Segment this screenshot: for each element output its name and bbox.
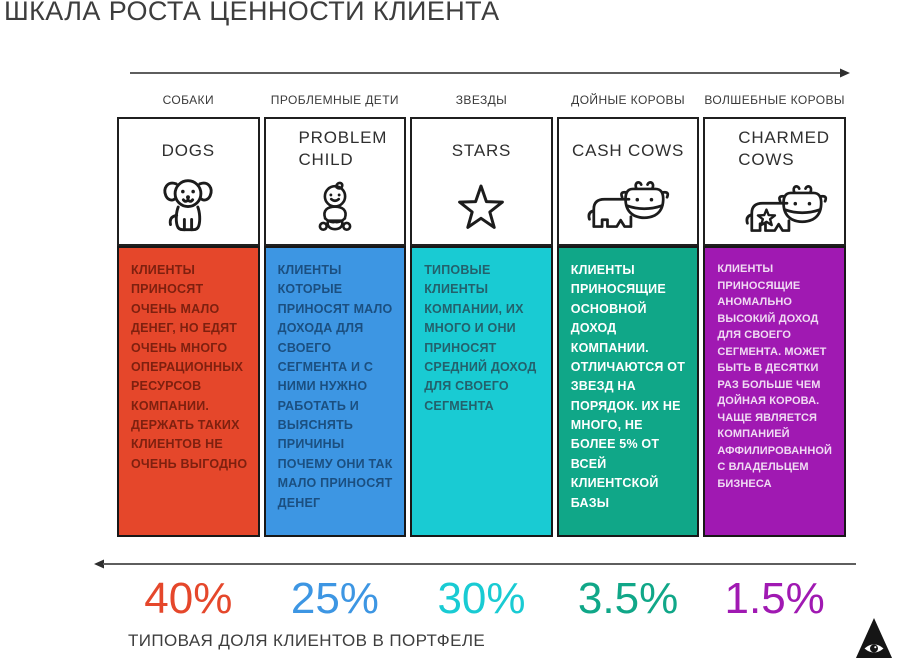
share-percent: 25% <box>290 574 379 623</box>
segment-column-cash-cows: ДОЙНЫЕ КОРОВЫ CASH COWS КЛИЕНТЫ ПРИНОСЯЩ… <box>556 93 700 537</box>
segment-en-title: STARS <box>451 141 512 160</box>
segment-en-title: CASH COWS <box>572 141 685 160</box>
segment-ru-label: ЗВЕЗДЫ <box>455 93 508 107</box>
value-growth-arrow-right <box>130 66 850 84</box>
segment-ru-label: ВОЛШЕБНЫЕ КОРОВЫ <box>704 93 845 107</box>
segment-description: КЛИЕНТЫ ПРИНОСЯЩИЕ АНОМАЛЬНО ВЫСОКИЙ ДОХ… <box>703 246 846 537</box>
segment-header-card: DOGS <box>117 117 260 246</box>
segment-description: ТИПОВЫЕ КЛИЕНТЫ КОМПАНИИ, ИХ МНОГО И ОНИ… <box>410 246 553 537</box>
baby-icon <box>305 179 365 239</box>
dog-icon <box>155 173 221 239</box>
segment-description: КЛИЕНТЫ ПРИНОСЯЩИЕ ОСНОВНОЙ ДОХОД КОМПАН… <box>556 246 700 537</box>
segment-en-title: DOGS <box>161 141 215 160</box>
cash-cow-icon <box>585 177 671 239</box>
charmed-cow-icon <box>743 181 829 243</box>
share-percent: 1.5% <box>724 574 825 623</box>
segment-column-stars: ЗВЕЗДЫ STARS ТИПОВЫЕ КЛИЕНТЫ КОМПАНИИ, И… <box>410 93 553 537</box>
share-axis-label: ТИПОВАЯ ДОЛЯ КЛИЕНТОВ В ПОРТФЕЛЕ <box>128 631 486 650</box>
segment-ru-label: ДОЙНЫЕ КОРОВЫ <box>571 93 685 107</box>
segment-description: КЛИЕНТЫ КОТОРЫЕ ПРИНОСЯТ МАЛО ДОХОДА ДЛЯ… <box>263 246 407 537</box>
segment-ru-label: СОБАКИ <box>162 93 214 107</box>
share-axis-arrow-left <box>94 557 856 575</box>
segment-description: КЛИЕНТЫ ПРИНОСЯТ ОЧЕНЬ МАЛО ДЕНЕГ, НО ЕД… <box>117 246 260 537</box>
star-icon <box>448 175 514 239</box>
share-percent: 40% <box>144 574 233 623</box>
segment-en-title: PROBLEM CHILD <box>298 128 388 170</box>
eye-in-triangle-logo <box>855 616 893 660</box>
page-title: ШКАЛА РОСТА ЦЕННОСТИ КЛИЕНТА <box>4 0 500 26</box>
segment-column-problem-child: ПРОБЛЕМНЫЕ ДЕТИ PROBLEM CHILD КЛИЕНТЫ <box>263 93 407 537</box>
segment-header-card: CASH COWS <box>556 117 700 246</box>
segment-column-dogs: СОБАКИ DOGS КЛИЕНТЫ ПРИНОСЯТ ОЧЕНЬ МАЛ <box>117 93 260 537</box>
segment-header-card: CHARMED COWS <box>703 117 846 246</box>
segment-en-title: CHARMED COWS <box>738 128 830 170</box>
share-percent: 30% <box>437 574 526 623</box>
segment-header-card: PROBLEM CHILD <box>263 117 407 246</box>
share-percent: 3.5% <box>577 574 679 623</box>
segments-grid: СОБАКИ DOGS КЛИЕНТЫ ПРИНОСЯТ ОЧЕНЬ МАЛ <box>117 93 846 537</box>
segment-ru-label: ПРОБЛЕМНЫЕ ДЕТИ <box>270 93 399 107</box>
segment-column-charmed-cows: ВОЛШЕБНЫЕ КОРОВЫ CHARMED COWS КЛИЕНТЫ ПР… <box>703 93 846 537</box>
share-percent-row: 40% 25% 30% 3.5% 1.5% <box>117 574 846 624</box>
segment-header-card: STARS <box>410 117 553 246</box>
